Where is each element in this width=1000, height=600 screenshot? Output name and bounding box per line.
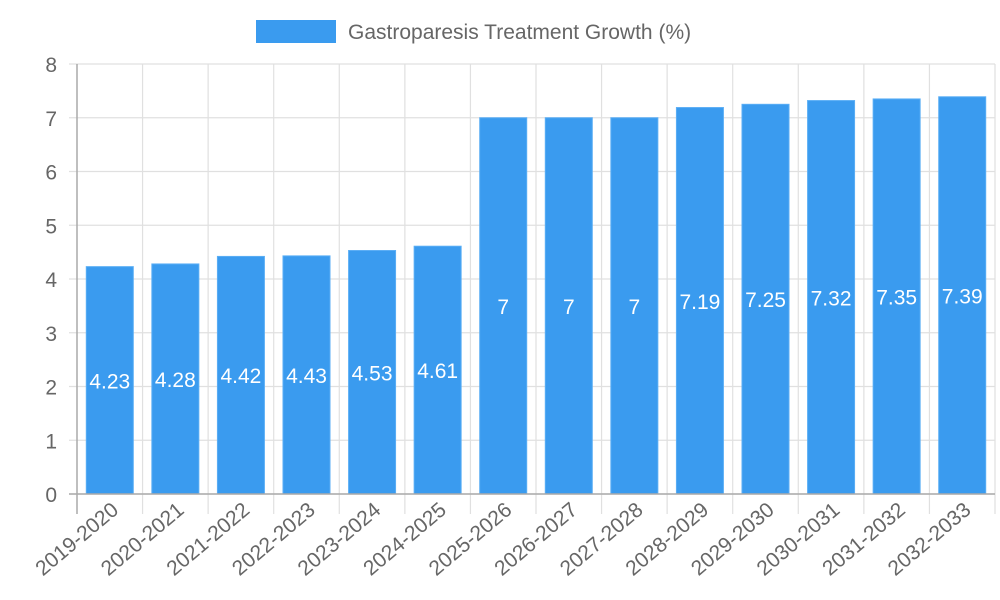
legend-swatch <box>256 20 336 43</box>
y-tick-label: 4 <box>45 269 57 292</box>
bar-value-label: 4.23 <box>89 370 130 393</box>
y-tick-label: 3 <box>45 323 57 346</box>
y-tick-label: 0 <box>45 484 57 507</box>
bar[interactable] <box>807 100 856 495</box>
y-axis-ticks: 0 1 2 3 4 5 6 7 8 <box>45 54 57 507</box>
bar-value-label: 4.42 <box>220 365 261 388</box>
bar-value-label: 7.39 <box>942 285 983 308</box>
legend-label: Gastroparesis Treatment Growth (%) <box>348 21 691 44</box>
bar[interactable] <box>938 96 987 495</box>
bar-value-label: 7.19 <box>679 291 720 314</box>
bar-value-label: 7.35 <box>876 286 917 309</box>
bar[interactable] <box>479 117 528 495</box>
bar[interactable] <box>85 266 134 495</box>
bar-value-label: 7.25 <box>745 289 786 312</box>
bar-value-label: 7 <box>497 296 509 319</box>
bar[interactable] <box>675 107 724 495</box>
bar[interactable] <box>610 117 659 495</box>
bars: 4.23 4.28 4.42 4.43 4.53 4.61 7 7 7 7.19 7.25 7.32 7… <box>85 96 987 495</box>
y-tick-label: 6 <box>45 162 57 185</box>
bar-value-label: 4.43 <box>286 365 327 388</box>
bar[interactable] <box>741 103 790 495</box>
y-tick-label: 2 <box>45 377 57 400</box>
bar-value-label: 7.32 <box>811 287 852 310</box>
y-tick-label: 5 <box>45 215 57 238</box>
y-tick-label: 7 <box>45 108 57 131</box>
bar[interactable] <box>348 250 397 495</box>
bar[interactable] <box>282 255 331 495</box>
y-tick-label: 1 <box>45 430 57 453</box>
bar-value-label: 4.61 <box>417 360 458 383</box>
x-axis-ticks: 2019-20202020-20212021-20222022-20232023… <box>31 498 975 580</box>
bar-value-label: 4.28 <box>155 369 196 392</box>
axes <box>69 64 995 514</box>
bar-value-label: 4.53 <box>352 362 393 385</box>
bar[interactable] <box>413 245 462 495</box>
legend[interactable]: Gastroparesis Treatment Growth (%) <box>256 20 691 44</box>
y-tick-label: 8 <box>45 54 57 77</box>
bar-value-label: 7 <box>629 296 641 319</box>
bar-value-label: 7 <box>563 296 575 319</box>
grid-lines <box>69 63 996 514</box>
bar[interactable] <box>544 117 593 495</box>
